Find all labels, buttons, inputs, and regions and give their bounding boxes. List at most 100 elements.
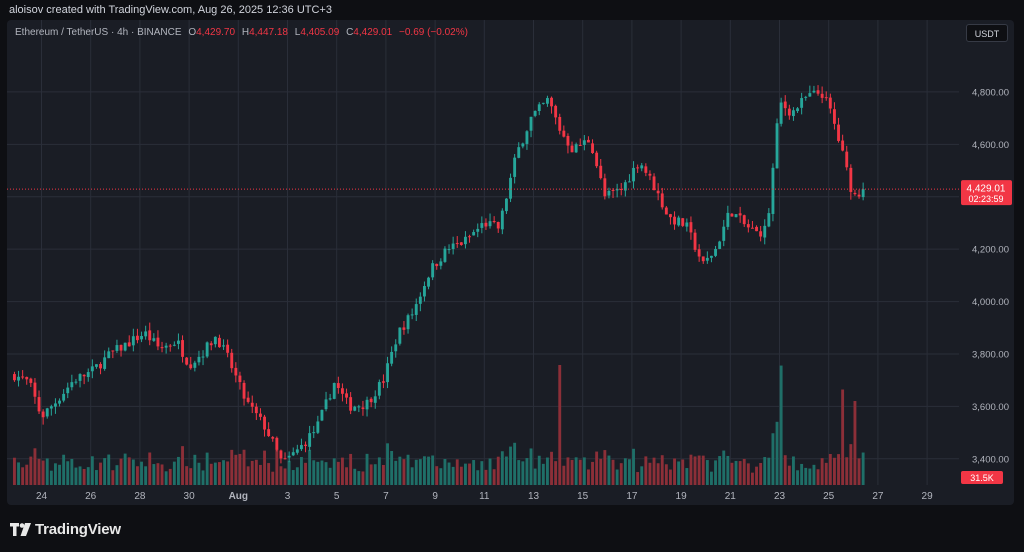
volume-bar [796,470,799,485]
candle-body [312,432,316,434]
candle-body [300,445,303,450]
volume-bar [213,462,217,485]
volume-bar [447,462,451,485]
candle-body [78,374,82,381]
candle-body [369,398,373,403]
volume-bar [755,466,758,485]
candle-body [570,145,574,153]
volume-bar [382,464,385,485]
candle-body [464,236,467,245]
candle-body [373,396,377,403]
volume-bar [172,461,176,485]
candle-body [238,375,242,383]
volume-bar [800,463,804,485]
volume-bar [845,457,849,485]
candle-body [664,207,668,215]
candle-body [254,406,258,414]
volume-bar [123,453,127,485]
volume-bar [820,458,824,485]
candle-body [271,437,275,439]
volume-bar [275,449,279,485]
candle-body [197,356,201,363]
candle-body [693,232,697,250]
candle-body [295,449,299,453]
volume-bar [168,468,172,485]
candle-body [267,429,271,437]
candle-body [652,176,656,191]
chart-panel[interactable]: 3,400.00 3,600.00 3,800.00 4,000.00 4,200.00… [7,20,1014,505]
volume-bar [726,455,730,485]
candle-body [500,210,504,230]
volume-bar [660,455,664,485]
volume-bar [427,456,430,485]
time-tick-label: 24 [36,491,48,502]
candle-body [402,327,406,330]
volume-bar [599,458,603,485]
volume-bar [582,457,586,485]
candle-body [566,135,570,146]
candles [13,85,865,464]
candle-body [771,167,775,214]
candle-body [336,383,340,388]
volume-bar [177,456,180,485]
candle-body [86,372,90,378]
candle-body [111,350,115,352]
candle-body [451,243,455,250]
candle-body [726,212,730,227]
candle-body [746,224,750,228]
candle-body [816,90,820,94]
candlestick-chart[interactable]: 3,400.00 3,600.00 3,800.00 4,000.00 4,200.00… [7,20,1014,505]
candle-body [136,335,139,341]
candle-body [459,242,463,245]
candle-body [718,241,722,249]
volume-bar [669,469,672,485]
candle-body [390,351,394,364]
candle-body [242,382,246,399]
time-tick-label: 30 [184,491,196,502]
volume-bar [369,464,373,485]
volume-bar [603,450,607,485]
candle-body [681,218,685,226]
volume-bar [509,446,512,485]
currency-button[interactable]: USDT [966,24,1008,42]
volume-bar [164,471,168,485]
volume-bar [148,452,152,485]
price-tick-label: 4,600.00 [972,140,1009,151]
candle-body [431,263,435,278]
candle-body [673,216,676,225]
volume-bar [574,457,578,485]
candle-body [62,393,66,401]
candle-body [480,223,484,228]
volume-bar [144,466,148,485]
volume-bar [623,458,627,485]
volume-bar [734,460,738,485]
volume-bar [652,457,656,485]
symbol-title[interactable]: Ethereum / TetherUS · 4h · BINANCE [15,27,182,38]
candle-body [308,433,312,447]
candle-body [37,397,41,412]
candle-body [218,337,221,348]
candle-body [291,452,295,456]
volume-bar [607,455,611,485]
volume-bar [119,458,123,485]
volume-bar [406,454,410,485]
price-marker-bg [961,180,1012,206]
volume-bar [365,453,369,485]
volume-bar [54,463,57,485]
candle-body [656,190,660,194]
volume-bar [287,460,291,485]
volume-bar [673,458,676,485]
candle-body [787,108,791,116]
volume-bar [439,468,443,485]
candle-body [193,362,197,368]
volume-bar [345,467,348,485]
volume-bar [804,467,808,485]
price-axis: 3,400.00 3,600.00 3,800.00 4,000.00 4,200.00… [972,87,1009,465]
candle-body [49,406,53,409]
candle-body [677,217,681,226]
time-tick-label: 5 [334,491,340,502]
candle-body [209,343,213,346]
volume-bar [533,468,537,485]
candle-body [357,406,361,408]
volume-bar [33,448,37,485]
